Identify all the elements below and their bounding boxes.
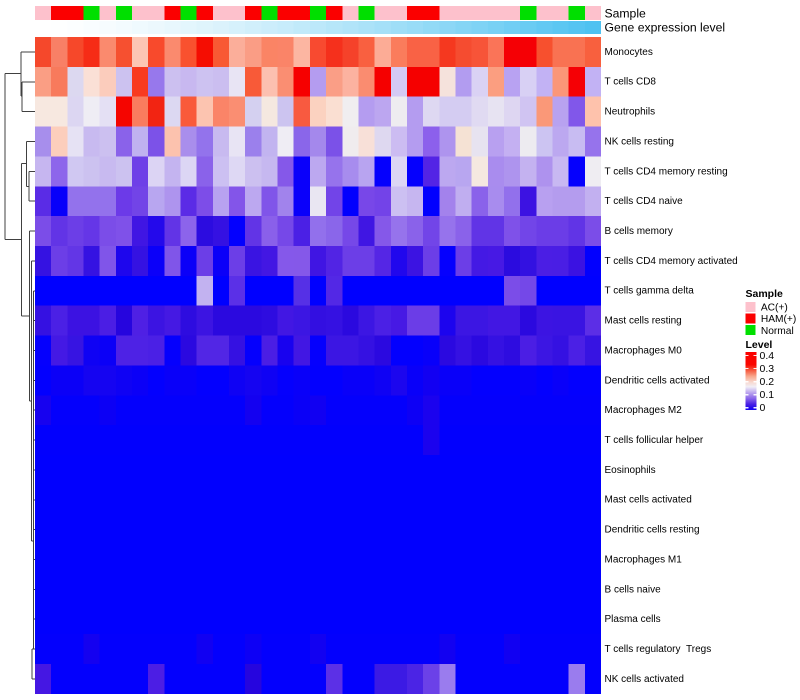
svg-text:T cells gamma delta: T cells gamma delta <box>605 286 695 297</box>
svg-text:0.1: 0.1 <box>760 389 775 401</box>
svg-text:Gene expression level: Gene expression level <box>605 20 726 34</box>
svg-text:Macrophages M1: Macrophages M1 <box>605 554 683 565</box>
svg-text:T cells CD4 memory activated: T cells CD4 memory activated <box>605 256 738 267</box>
svg-text:T cells CD8: T cells CD8 <box>605 77 657 88</box>
svg-text:Mast cells activated: Mast cells activated <box>605 495 692 506</box>
svg-text:0.4: 0.4 <box>760 350 775 362</box>
svg-text:Neutrophils: Neutrophils <box>605 107 656 118</box>
svg-text:Eosinophils: Eosinophils <box>605 465 656 476</box>
svg-text:Plasma cells: Plasma cells <box>605 614 661 625</box>
svg-text:Sample: Sample <box>746 288 784 300</box>
svg-text:AC(+): AC(+) <box>761 302 788 313</box>
svg-text:0.2: 0.2 <box>760 376 775 388</box>
svg-text:T cells follicular helper: T cells follicular helper <box>605 435 704 446</box>
svg-text:NK cells resting: NK cells resting <box>605 136 674 147</box>
svg-text:Macrophages M0: Macrophages M0 <box>605 345 683 356</box>
svg-text:Sample: Sample <box>605 6 647 20</box>
svg-text:Dendritic cells resting: Dendritic cells resting <box>605 525 700 536</box>
svg-text:Macrophages M2: Macrophages M2 <box>605 405 683 416</box>
svg-text:Monocytes: Monocytes <box>605 47 653 58</box>
svg-text:Level: Level <box>746 339 773 351</box>
svg-text:Dendritic cells activated: Dendritic cells activated <box>605 375 710 386</box>
svg-text:HAM(+): HAM(+) <box>761 314 796 325</box>
svg-text:0: 0 <box>760 402 766 414</box>
svg-text:Mast cells resting: Mast cells resting <box>605 316 682 327</box>
svg-text:T cells regulatory Tregs: T cells regulatory Tregs <box>605 644 712 655</box>
svg-text:NK cells activated: NK cells activated <box>605 674 684 685</box>
svg-text:T cells CD4 memory resting: T cells CD4 memory resting <box>605 166 728 177</box>
svg-text:T cells CD4 naive: T cells CD4 naive <box>605 196 684 207</box>
svg-text:Normal: Normal <box>761 326 794 337</box>
svg-text:B cells naive: B cells naive <box>605 584 662 595</box>
svg-text:B cells memory: B cells memory <box>605 226 673 237</box>
svg-text:0.3: 0.3 <box>760 363 775 375</box>
